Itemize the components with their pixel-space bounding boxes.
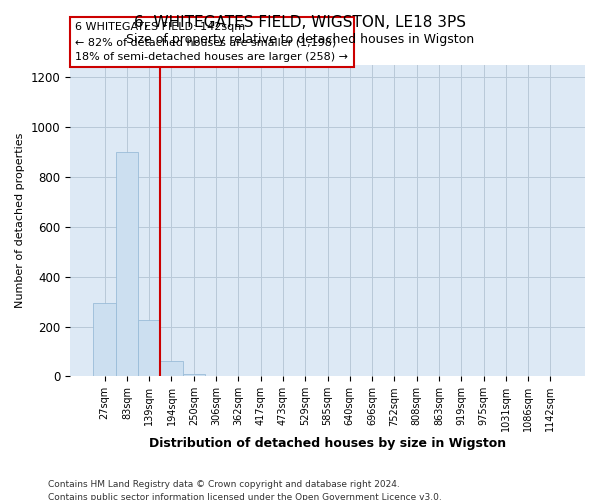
Y-axis label: Number of detached properties: Number of detached properties — [15, 133, 25, 308]
Bar — [94, 303, 116, 376]
Text: 6, WHITEGATES FIELD, WIGSTON, LE18 3PS: 6, WHITEGATES FIELD, WIGSTON, LE18 3PS — [134, 15, 466, 30]
Text: Size of property relative to detached houses in Wigston: Size of property relative to detached ho… — [126, 32, 474, 46]
Bar — [116, 152, 138, 376]
Bar — [182, 374, 205, 376]
Bar — [160, 362, 182, 376]
Bar — [138, 320, 160, 376]
Text: 6 WHITEGATES FIELD: 142sqm
← 82% of detached houses are smaller (1,198)
18% of s: 6 WHITEGATES FIELD: 142sqm ← 82% of deta… — [75, 22, 348, 62]
Text: Contains HM Land Registry data © Crown copyright and database right 2024.
Contai: Contains HM Land Registry data © Crown c… — [48, 480, 442, 500]
X-axis label: Distribution of detached houses by size in Wigston: Distribution of detached houses by size … — [149, 437, 506, 450]
